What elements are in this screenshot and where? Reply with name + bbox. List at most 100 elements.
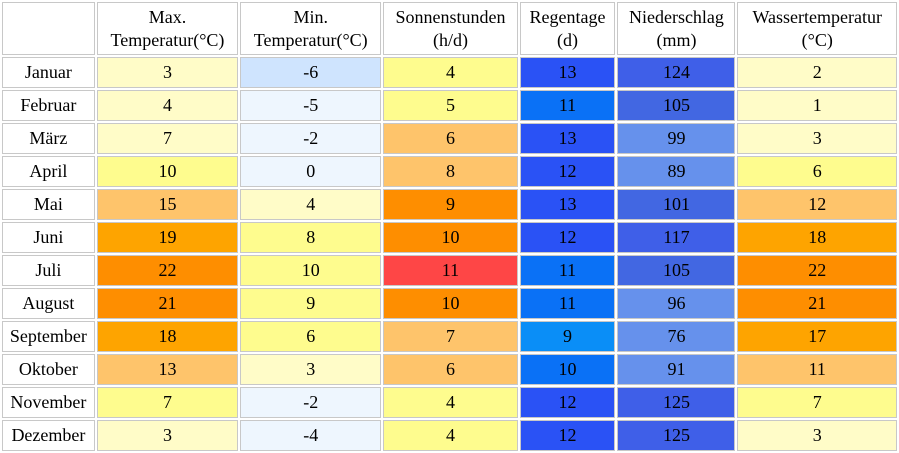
month-label: Juni [2, 222, 95, 253]
cell-min: -2 [240, 387, 382, 418]
cell-precip: 125 [617, 387, 736, 418]
cell-max: 21 [96, 288, 239, 319]
month-label: Oktober [2, 354, 95, 385]
cell-water: 17 [737, 321, 897, 352]
cell-precip: 99 [617, 123, 736, 154]
cell-max: 22 [96, 255, 239, 286]
cell-rain_days: 12 [519, 156, 616, 187]
header-rain-days: Regentage (d) [519, 2, 616, 55]
cell-water: 6 [737, 156, 897, 187]
cell-water: 12 [737, 189, 897, 220]
cell-precip: 105 [617, 255, 736, 286]
table-row: Oktober 13 3 6 10 91 11 [2, 354, 897, 385]
cell-max: 3 [96, 57, 239, 88]
cell-sun: 4 [383, 420, 518, 451]
cell-min: 10 [240, 255, 382, 286]
table-row: August 21 9 10 11 96 21 [2, 288, 897, 319]
month-label: Dezember [2, 420, 95, 451]
cell-min: 3 [240, 354, 382, 385]
cell-max: 19 [96, 222, 239, 253]
cell-sun: 10 [383, 288, 518, 319]
cell-max: 18 [96, 321, 239, 352]
header-max-temperature: Max. Temperatur(°C) [96, 2, 239, 55]
cell-min: -2 [240, 123, 382, 154]
cell-water: 21 [737, 288, 897, 319]
header-sunshine-hours: Sonnenstunden (h/d) [383, 2, 518, 55]
cell-precip: 124 [617, 57, 736, 88]
cell-sun: 6 [383, 123, 518, 154]
table-row: Februar 4 -5 5 11 105 1 [2, 90, 897, 121]
month-label: Mai [2, 189, 95, 220]
month-label: Juli [2, 255, 95, 286]
cell-rain_days: 13 [519, 123, 616, 154]
cell-water: 3 [737, 123, 897, 154]
month-label: Januar [2, 57, 95, 88]
month-label: November [2, 387, 95, 418]
cell-water: 18 [737, 222, 897, 253]
cell-min: 4 [240, 189, 382, 220]
cell-sun: 6 [383, 354, 518, 385]
cell-rain_days: 11 [519, 90, 616, 121]
cell-rain_days: 12 [519, 420, 616, 451]
cell-min: 6 [240, 321, 382, 352]
header-row: Max. Temperatur(°C) Min. Temperatur(°C) So… [2, 2, 897, 55]
cell-rain_days: 11 [519, 288, 616, 319]
cell-precip: 96 [617, 288, 736, 319]
cell-sun: 5 [383, 90, 518, 121]
cell-rain_days: 10 [519, 354, 616, 385]
cell-rain_days: 13 [519, 57, 616, 88]
cell-min: 0 [240, 156, 382, 187]
table-row: September 18 6 7 9 76 17 [2, 321, 897, 352]
cell-sun: 4 [383, 57, 518, 88]
cell-sun: 7 [383, 321, 518, 352]
cell-min: 8 [240, 222, 382, 253]
cell-max: 7 [96, 387, 239, 418]
table-row: Mai 15 4 9 13 101 12 [2, 189, 897, 220]
table-row: April 10 0 8 12 89 6 [2, 156, 897, 187]
cell-water: 2 [737, 57, 897, 88]
cell-max: 10 [96, 156, 239, 187]
cell-precip: 91 [617, 354, 736, 385]
cell-precip: 101 [617, 189, 736, 220]
table-row: März 7 -2 6 13 99 3 [2, 123, 897, 154]
header-water-temperature: Wassertemperatur (°C) [737, 2, 897, 55]
cell-precip: 117 [617, 222, 736, 253]
cell-rain_days: 13 [519, 189, 616, 220]
cell-precip: 76 [617, 321, 736, 352]
cell-precip: 125 [617, 420, 736, 451]
cell-sun: 11 [383, 255, 518, 286]
header-min-temperature: Min. Temperatur(°C) [240, 2, 382, 55]
cell-sun: 4 [383, 387, 518, 418]
cell-water: 7 [737, 387, 897, 418]
cell-rain_days: 12 [519, 222, 616, 253]
cell-min: 9 [240, 288, 382, 319]
cell-max: 3 [96, 420, 239, 451]
cell-min: -4 [240, 420, 382, 451]
cell-precip: 89 [617, 156, 736, 187]
cell-min: -5 [240, 90, 382, 121]
month-label: März [2, 123, 95, 154]
cell-rain_days: 11 [519, 255, 616, 286]
cell-sun: 9 [383, 189, 518, 220]
cell-rain_days: 9 [519, 321, 616, 352]
table-row: Juli 22 10 11 11 105 22 [2, 255, 897, 286]
month-label: September [2, 321, 95, 352]
cell-water: 22 [737, 255, 897, 286]
cell-max: 7 [96, 123, 239, 154]
corner-cell [2, 2, 95, 55]
table-row: Januar 3 -6 4 13 124 2 [2, 57, 897, 88]
table-row: November 7 -2 4 12 125 7 [2, 387, 897, 418]
cell-max: 15 [96, 189, 239, 220]
cell-water: 3 [737, 420, 897, 451]
month-label: August [2, 288, 95, 319]
table-row: Juni 19 8 10 12 117 18 [2, 222, 897, 253]
cell-sun: 8 [383, 156, 518, 187]
month-label: April [2, 156, 95, 187]
cell-sun: 10 [383, 222, 518, 253]
table-row: Dezember 3 -4 4 12 125 3 [2, 420, 897, 451]
cell-rain_days: 12 [519, 387, 616, 418]
header-precipitation: Niederschlag (mm) [617, 2, 736, 55]
cell-max: 13 [96, 354, 239, 385]
cell-max: 4 [96, 90, 239, 121]
